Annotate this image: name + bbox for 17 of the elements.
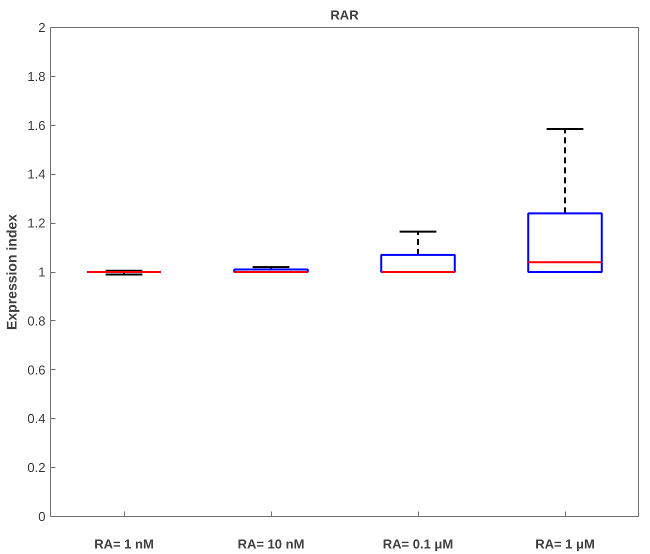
y-tick-label: 0.2 [27,460,46,476]
y-tick-label: 0.8 [27,313,46,328]
y-tick-label: 0.6 [27,362,46,378]
x-tick-label: RA= 1 μM [535,536,595,552]
y-tick-label: 1.6 [27,118,46,133]
y-tick-label: 1 [38,264,46,280]
y-tick-label: 1.2 [27,216,46,231]
y-tick-label: 0 [38,509,46,524]
y-tick-label: 2 [38,20,46,35]
y-tick-label: 1.4 [27,166,46,182]
x-tick-label: RA= 1 nM [94,536,154,552]
x-tick-label: RA= 0.1 μM [382,536,454,552]
x-tick-label: RA= 10 nM [238,536,304,552]
y-tick-label: 0.4 [27,411,46,426]
y-tick-label: 1.8 [27,68,46,84]
y-axis-title: Expression index [3,214,20,330]
chart-title: RAR [330,8,360,22]
